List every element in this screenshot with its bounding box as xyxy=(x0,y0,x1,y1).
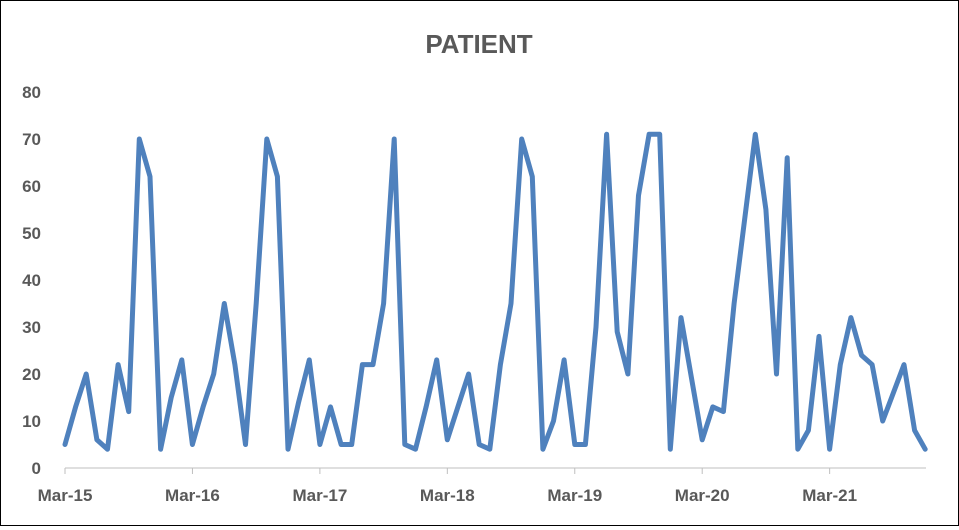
x-tick-label: Mar-20 xyxy=(675,486,730,505)
x-axis-tick-labels: Mar-15 Mar-16 Mar-17 Mar-18 Mar-19 Mar-20 Mar-… xyxy=(38,486,857,505)
x-tick-label: Mar-21 xyxy=(802,486,857,505)
y-tick-label: 20 xyxy=(22,365,41,384)
y-tick-label: 50 xyxy=(22,224,41,243)
y-tick-label: 80 xyxy=(22,83,41,102)
x-tick-label: Mar-15 xyxy=(38,486,93,505)
y-tick-label: 70 xyxy=(22,130,41,149)
x-tick-label: Mar-17 xyxy=(292,486,347,505)
x-tick-label: Mar-18 xyxy=(420,486,475,505)
x-tick-label: Mar-19 xyxy=(547,486,602,505)
y-tick-label: 10 xyxy=(22,412,41,431)
y-tick-label: 60 xyxy=(22,177,41,196)
y-tick-label: 0 xyxy=(32,459,41,478)
patient-series-line xyxy=(62,131,928,452)
x-tick-label: Mar-16 xyxy=(165,486,220,505)
y-tick-label: 40 xyxy=(22,271,41,290)
y-tick-label: 30 xyxy=(22,318,41,337)
chart-title: PATIENT xyxy=(425,29,532,59)
x-axis-ticks xyxy=(64,468,831,474)
y-axis-tick-labels: 0 10 20 30 40 50 60 70 80 xyxy=(22,83,41,478)
